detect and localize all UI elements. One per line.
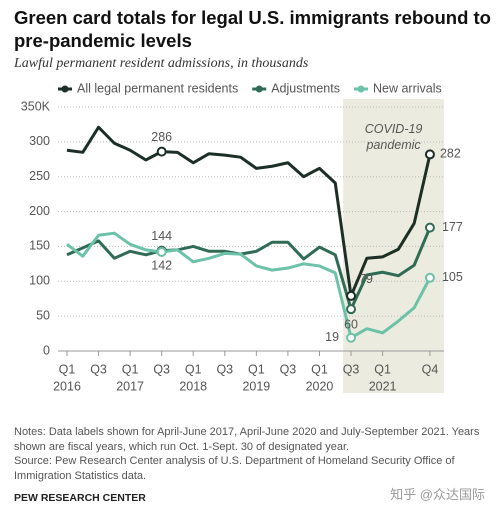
year-label: 2020 [306,379,334,393]
legend-label: Adjustments [271,81,340,95]
year-label: 2021 [369,379,397,393]
value-label: 60 [344,317,358,331]
value-label: 79 [359,272,373,286]
value-label: 282 [440,147,461,161]
value-label: 105 [442,270,463,284]
watermark: 知乎 @众达国际 [390,487,485,502]
point-marker [346,290,357,301]
legend-dot [255,85,263,93]
x-tick-label: Q1 [374,362,391,376]
x-tick-label: Q1 [248,362,265,376]
year-label: 2017 [116,379,144,393]
legend-label: New arrivals [373,81,442,95]
source-text: Source: Pew Research Center analysis of … [14,455,455,482]
x-tick-label: Q3 [90,362,107,376]
annotation-line: COVID-19 [365,122,423,136]
y-tick-label: 250 [29,169,50,183]
legend-dot [357,85,365,93]
value-label: 142 [151,258,172,272]
y-tick-label: 0 [43,343,50,357]
legend-label: All legal permanent residents [77,81,238,95]
series-line [66,231,432,340]
point-marker [346,332,357,343]
value-label: 177 [442,220,463,234]
year-label: 2018 [179,379,207,393]
year-label: 2016 [53,379,81,393]
point-marker [424,222,435,233]
annotation-line: pandemic [365,138,421,152]
year-label: 2019 [242,379,270,393]
chart-subtitle: Lawful permanent resident admissions, in… [14,56,309,71]
point-marker [156,146,167,157]
legend-dot [61,85,69,93]
point-marker [424,272,435,283]
value-label: 286 [151,130,172,144]
x-tick-label: Q1 [59,362,76,376]
x-tick-label: Q3 [343,362,360,376]
x-tick-label: Q4 [422,362,439,376]
x-tick-label: Q1 [122,362,139,376]
x-tick-label: Q3 [153,362,170,376]
series-line [66,125,432,298]
y-tick-label: 100 [29,274,50,288]
x-tick-label: Q3 [280,362,297,376]
y-tick-label: 350K [21,99,51,113]
y-tick-label: 300 [29,134,50,148]
point-marker [346,304,357,315]
value-label: 144 [151,229,172,243]
x-tick-label: Q1 [185,362,202,376]
credit: PEW RESEARCH CENTER [14,492,146,504]
point-marker [424,149,435,160]
chart: COVID-19 pandemic 0 50 100 150 200 250 300 350K Q1… [21,81,463,393]
point-marker [156,247,167,258]
y-tick-label: 200 [29,204,50,218]
x-tick-label: Q1 [311,362,328,376]
y-tick-label: 150 [29,239,50,253]
chart-title: Green card totals for legal U.S. immigra… [14,7,491,51]
value-label: 19 [325,330,339,344]
y-tick-label: 50 [36,308,50,322]
series-line [66,227,432,311]
notes: Notes: Data labels shown for April-June … [14,425,484,483]
notes-text: Notes: Data labels shown for April-June … [14,426,480,453]
x-tick-label: Q3 [216,362,233,376]
